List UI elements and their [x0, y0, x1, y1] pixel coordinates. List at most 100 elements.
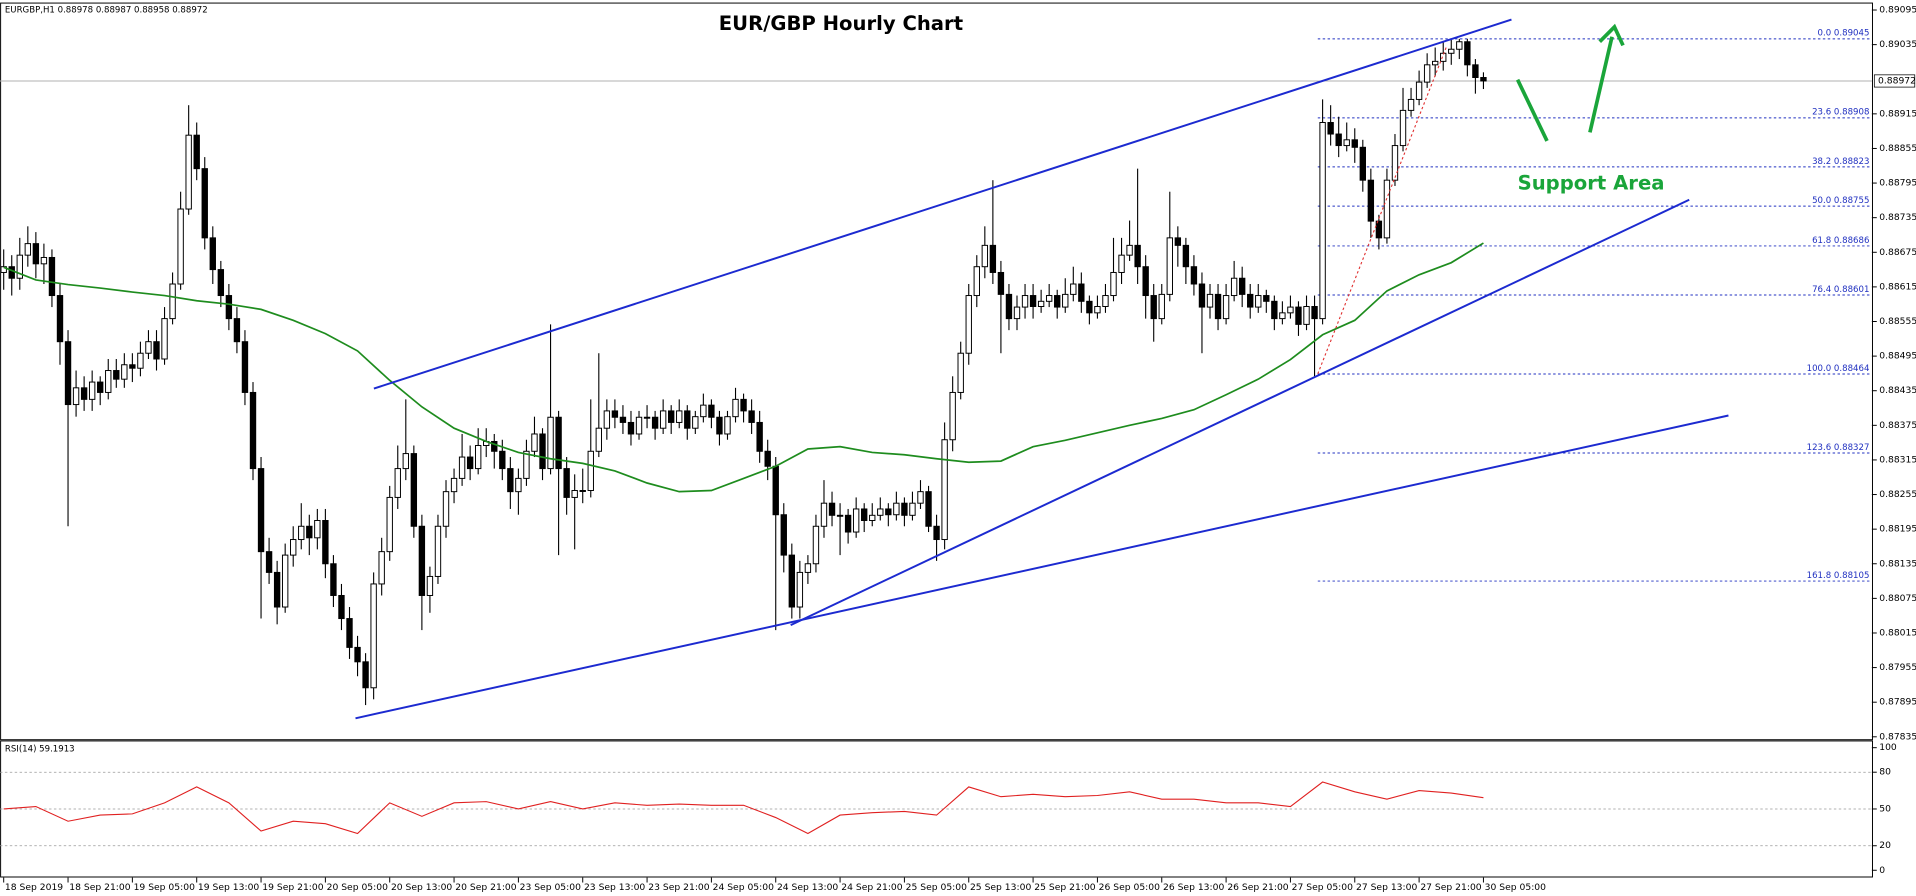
candle-body	[474, 445, 482, 470]
candle-body	[555, 416, 562, 470]
candle-body	[370, 583, 377, 689]
channel-upper	[373, 18, 1512, 390]
candle-body	[909, 502, 916, 516]
candle-body	[64, 341, 72, 406]
candle-body	[611, 410, 619, 418]
candle-body	[788, 554, 796, 608]
candle-body	[740, 398, 747, 412]
candle-body	[724, 416, 731, 435]
x-tick-label: 24 Sep 21:00	[841, 882, 902, 893]
x-tick-label: 20 Sep 05:00	[327, 882, 388, 893]
candle-body	[1045, 295, 1053, 302]
candle-body	[402, 453, 409, 470]
candle-body	[249, 391, 257, 470]
candle-body	[121, 364, 128, 380]
fib-level: 161.8	[1807, 570, 1832, 580]
candle-body	[1013, 306, 1021, 320]
candle-body	[531, 433, 538, 452]
candle-body	[1440, 52, 1447, 62]
trend-line	[355, 414, 1729, 720]
candle-body	[885, 508, 892, 516]
x-tick-label: 20 Sep 21:00	[455, 882, 516, 893]
candle-body	[1359, 146, 1366, 181]
candle-body	[434, 525, 442, 577]
chart-title: EUR/GBP Hourly Chart	[719, 12, 963, 35]
fib-level: 38.2	[1812, 156, 1831, 166]
candle-body	[24, 243, 32, 256]
fib-level: 100.0	[1807, 363, 1832, 373]
candle-body	[1287, 306, 1294, 314]
candle-body	[1343, 139, 1350, 147]
candle-body	[772, 465, 779, 516]
candle-body	[700, 404, 707, 418]
candle-body	[1383, 179, 1391, 239]
x-tick-label: 24 Sep 05:00	[713, 882, 774, 893]
fib-label: 50.0 0.88755	[1812, 196, 1869, 206]
candle-body	[1222, 295, 1230, 320]
candle-body	[1464, 41, 1471, 66]
y-tick-label: 0.89035	[1879, 39, 1916, 50]
candle-body	[917, 491, 924, 504]
current-price-label: 0.88972	[1878, 75, 1916, 86]
candle-body	[1166, 237, 1173, 295]
candle-body	[378, 551, 385, 585]
y-tick-label: 0.88555	[1879, 316, 1916, 327]
candle-body	[949, 391, 956, 441]
x-tick-label: 27 Sep 13:00	[1356, 882, 1417, 893]
candle-body	[635, 416, 643, 435]
candle-body	[97, 381, 104, 393]
candle-body	[209, 237, 216, 271]
y-tick-label: 100	[1879, 742, 1897, 753]
candle-body	[16, 254, 23, 279]
candle-body	[40, 256, 48, 265]
candle-body	[1319, 122, 1326, 320]
candle-body	[322, 520, 329, 565]
fib-label: 38.2 0.88823	[1812, 156, 1869, 166]
candle-body	[1102, 295, 1109, 307]
fib-level: 61.8	[1812, 235, 1831, 245]
candle-body	[828, 502, 836, 516]
candle-body	[88, 381, 96, 400]
candle-body	[426, 575, 434, 596]
candle-body	[877, 508, 884, 516]
y-tick-label: 0.88615	[1879, 281, 1916, 292]
candle-body	[105, 370, 112, 393]
fib-price: 0.88755	[1834, 196, 1869, 206]
y-tick-label: 0.88075	[1879, 593, 1916, 604]
candle-body	[193, 134, 200, 170]
candle-body	[579, 490, 586, 492]
candle-body	[587, 450, 594, 491]
candle-body	[1351, 139, 1358, 148]
candle-body	[450, 477, 458, 493]
fib-price: 0.88601	[1834, 284, 1869, 294]
candle-body	[764, 450, 771, 467]
candle-body	[1295, 306, 1302, 325]
x-tick-label: 25 Sep 21:00	[1034, 882, 1095, 893]
candle-body	[185, 134, 192, 210]
candle-body	[643, 416, 651, 419]
x-tick-label: 18 Sep 21:00	[69, 882, 130, 893]
candle-body	[844, 514, 852, 533]
candle-body	[627, 421, 635, 435]
header: EURGBP,H1 0.88978 0.88987 0.88958 0.8897…	[5, 5, 208, 15]
fib-price: 0.88686	[1834, 235, 1869, 245]
candle-body	[145, 341, 152, 354]
y-tick-label: 0.88315	[1879, 454, 1916, 465]
candle-body	[676, 410, 683, 423]
candle-body	[225, 295, 233, 320]
candle-body	[1399, 109, 1407, 147]
channel-lower	[790, 198, 1690, 627]
fib-label: 61.8 0.88686	[1812, 235, 1869, 245]
candle-body	[458, 456, 466, 479]
candle-body	[973, 266, 980, 297]
y-tick-label: 0.88915	[1879, 108, 1916, 119]
candle-body	[748, 410, 755, 423]
candle-body	[1062, 293, 1069, 308]
y-tick-label: 0.89095	[1879, 5, 1916, 16]
candle-body	[989, 244, 997, 273]
candle-body	[716, 416, 723, 435]
candle-body	[1198, 283, 1206, 308]
candle-body	[997, 271, 1005, 295]
x-tick-label: 19 Sep 05:00	[134, 882, 195, 893]
